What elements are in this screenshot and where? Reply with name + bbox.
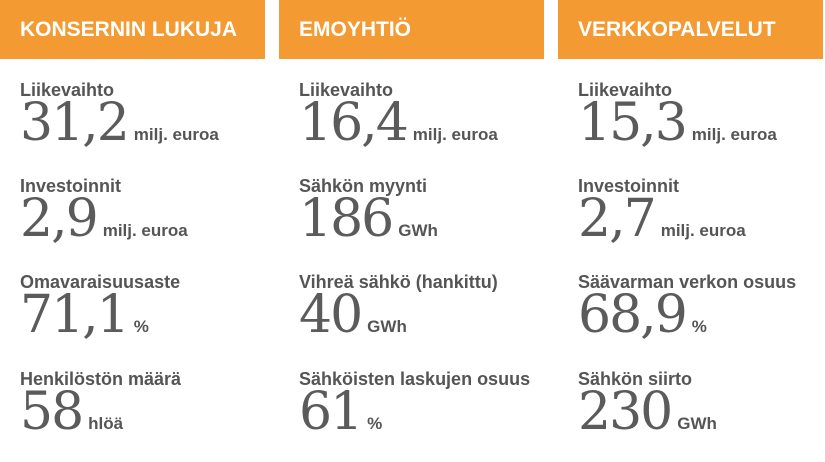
metric-value: 230 (578, 382, 673, 442)
metric: Liikevaihto 15,3 milj. euroa (578, 80, 825, 150)
metric-label: Henkilöstön määrä (20, 369, 182, 389)
metric-value: 40 (299, 285, 363, 345)
metric-value: 2,9 (20, 189, 99, 249)
metric: Investoinnit 2,9 milj. euroa (20, 176, 270, 246)
metric-label: Vihreä sähkö (hankittu) (299, 272, 498, 292)
metric-value: 2,7 (578, 189, 657, 249)
metric-value: 58 (20, 382, 84, 442)
metric-label: Investoinnit (578, 176, 680, 196)
metric-value: 31,2 (20, 93, 130, 153)
metric-label: Sähköisten laskujen osuus (299, 369, 531, 389)
column-header: EMOYHTIÖ (279, 0, 544, 59)
metric-unit: hlöä (88, 414, 124, 433)
metric-unit: milj. euroa (691, 125, 777, 144)
metric: Investoinnit 2,7 milj. euroa (578, 176, 825, 246)
metric-unit: milj. euroa (412, 125, 498, 144)
column-header: VERKKOPALVELUT (558, 0, 823, 59)
column-network-services: VERKKOPALVELUT Liikevaihto 15,3 milj. eur… (558, 0, 823, 439)
metric-value: 16,4 (299, 93, 409, 153)
metric-unit: GWh (398, 221, 438, 240)
metric-unit: % (691, 317, 707, 336)
metric-label: Liikevaihto (578, 80, 673, 100)
metric-value: 61 (299, 382, 363, 442)
metric-unit: GWh (367, 317, 407, 336)
metric-unit: GWh (677, 414, 717, 433)
metric-value: 15,3 (578, 93, 688, 153)
metric-label: Sähkön siirto (578, 369, 693, 389)
metric: Vihreä sähkö (hankittu) 40 GWh (299, 272, 549, 342)
metric: Omavaraisuusaste 71,1% (20, 272, 270, 342)
column-header: KONSERNIN LUKUJA (0, 0, 265, 59)
metric: Liikevaihto 16,4 milj. euroa (299, 80, 549, 150)
metric-label: Liikevaihto (20, 80, 115, 100)
metric: Sähköisten laskujen osuus 61% (299, 369, 549, 439)
metric: Sähkön myynti 186 GWh (299, 176, 549, 246)
metric-unit: milj. euroa (102, 221, 188, 240)
metric-label: Sähkön myynti (299, 176, 428, 196)
metric-value: 68,9 (578, 285, 688, 345)
metric: Säävarman verkon osuus 68,9% (578, 272, 825, 342)
metric: Sähkön siirto 230 GWh (578, 369, 825, 439)
metric-unit: milj. euroa (660, 221, 746, 240)
metric-unit: % (367, 414, 383, 433)
metric-label: Omavaraisuusaste (20, 272, 181, 292)
metric-unit: milj. euroa (133, 125, 219, 144)
metric-label: Liikevaihto (299, 80, 394, 100)
metric-label: Investoinnit (20, 176, 122, 196)
column-parent-company: EMOYHTIÖ Liikevaihto 16,4 milj. euroa Säh… (279, 0, 544, 439)
metric-value: 186 (299, 189, 394, 249)
metric-value: 71,1 (20, 285, 130, 345)
metric: Liikevaihto 31,2 milj. euroa (20, 80, 270, 150)
metric-unit: % (133, 317, 149, 336)
metric: Henkilöstön määrä 58 hlöä (20, 369, 270, 439)
column-group: KONSERNIN LUKUJA Liikevaihto 31,2 milj. e… (0, 0, 265, 439)
metric-label: Säävarman verkon osuus (578, 272, 797, 292)
